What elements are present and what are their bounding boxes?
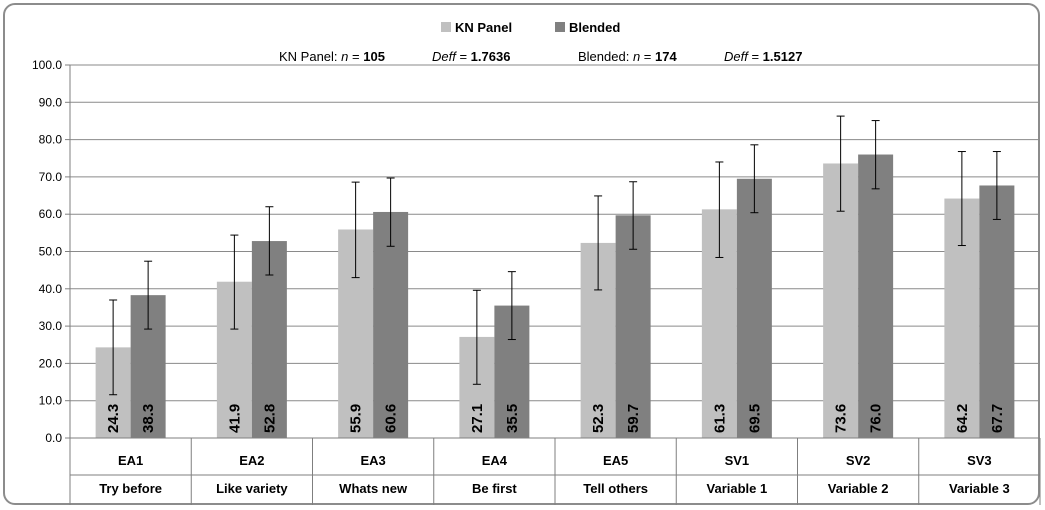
bl-stats-label: Blended: [578,49,629,64]
y-tick-label: 60.0 [39,207,63,221]
kn-panel-deff: Deff = 1.7636 [432,49,510,64]
y-tick-label: 90.0 [39,95,63,109]
bar-blended [736,178,772,438]
y-tick-label: 80.0 [39,133,63,147]
x-tick-label-code: SV3 [967,453,992,468]
x-tick-label-name: Be first [472,481,517,496]
x-tick-label-code: EA5 [603,453,628,468]
data-label: 35.5 [504,404,521,433]
data-label: 52.8 [261,404,278,433]
x-tick-label-code: EA1 [118,453,143,468]
data-label: 60.6 [383,404,400,433]
y-tick-label: 50.0 [39,245,63,259]
data-label: 73.6 [833,404,850,433]
x-tick-label-code: EA2 [239,453,264,468]
bl-deff-value: 1.5127 [763,49,803,64]
legend: KN Panel Blended [441,20,620,35]
legend-swatch-blended [555,22,565,32]
x-tick-label-code: EA4 [482,453,508,468]
y-tick-label: 70.0 [39,170,63,184]
kn-n-label: n [341,49,348,64]
data-label: 41.9 [226,404,243,433]
axes: 0.0 10.0 20.0 30.0 40.0 50.0 60.0 70.0 80.0 90.0 1… [32,58,1041,505]
bars [95,154,1015,439]
data-label: 76.0 [868,404,885,433]
y-tick-label: 40.0 [39,282,63,296]
blended-deff: Deff = 1.5127 [724,49,802,64]
data-label: 38.3 [140,404,157,433]
x-tick-label-name: Whats new [339,481,408,496]
legend-swatch-kn-panel [441,22,451,32]
kn-deff-label: Deff [432,49,457,64]
x-tick-label-name: Tell others [583,481,648,496]
sample-stats: KN Panel: n = 105 Deff = 1.7636 Blended:… [279,49,802,64]
data-labels: 24.3 38.3 41.9 52.8 55.9 60.6 27.1 35.5 52.3 59.7… [105,404,1006,433]
y-tick-label: 100.0 [32,58,62,72]
data-label: 59.7 [625,404,642,433]
bar-blended [373,211,409,438]
error-bars [109,115,1001,396]
data-label: 64.2 [954,404,971,433]
bar-blended [858,154,894,438]
x-tick-label-name: Like variety [216,481,288,496]
x-tick-label-code: SV2 [846,453,871,468]
bl-deff-label: Deff [724,49,749,64]
data-label: 27.1 [469,404,486,433]
kn-panel-stats: KN Panel: n = 105 [279,49,385,64]
x-tick-label-name: Try before [99,481,162,496]
bar-blended [615,215,651,438]
data-label: 61.3 [711,404,728,433]
kn-deff-value: 1.7636 [471,49,511,64]
data-label: 52.3 [590,404,607,433]
x-tick-label-code: SV1 [725,453,750,468]
kn-stats-label: KN Panel: [279,49,338,64]
legend-label-blended: Blended [569,20,620,35]
bl-n-value: 174 [655,49,677,64]
bar-blended [979,185,1015,438]
legend-label-kn-panel: KN Panel [455,20,512,35]
y-tick-label: 30.0 [39,319,63,333]
bl-n-label: n [633,49,640,64]
y-tick-label: 10.0 [39,394,63,408]
x-tick-label-name: Variable 1 [707,481,768,496]
data-label: 69.5 [746,404,763,433]
kn-n-value: 105 [363,49,385,64]
gridlines [70,64,1040,402]
x-tick-label-code: EA3 [360,453,385,468]
y-tick-label: 0.0 [45,431,62,445]
data-label: 24.3 [105,404,122,433]
data-label: 55.9 [348,404,365,433]
blended-stats: Blended: n = 174 [578,49,677,64]
x-tick-label-name: Variable 2 [828,481,889,496]
y-tick-label: 20.0 [39,356,63,370]
x-tick-label-name: Variable 3 [949,481,1010,496]
data-label: 67.7 [989,404,1006,433]
